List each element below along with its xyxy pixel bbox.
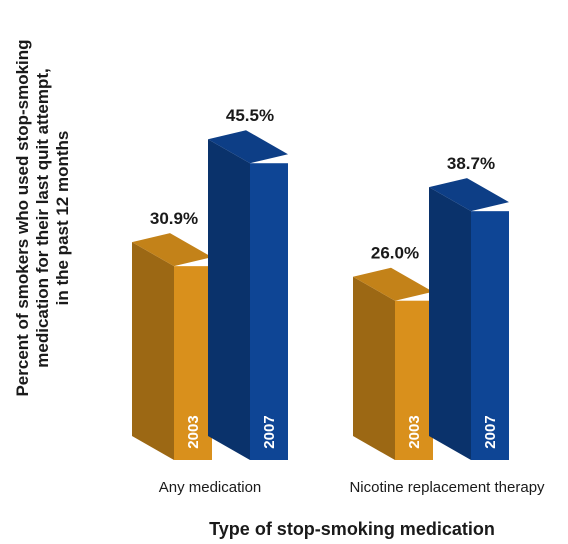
bar-nicotine-replacement-therapy-2007: 2007 38.7% [429,154,509,461]
bar-any-medication-2007: 2007 45.5% [208,106,288,460]
y-axis-label-line-1: Percent of smokers who used stop-smoking [13,39,32,396]
bar-front-face [395,300,433,460]
bar-series-label: 2007 [261,415,278,448]
bar-top-face [132,233,212,267]
bar-value-label: 26.0% [371,244,419,263]
bar-side-face [353,276,395,460]
bar-value-label: 45.5% [226,106,274,125]
category-label-any-medication: Any medication [159,479,262,496]
bar-front-face [471,211,509,460]
bar-value-label: 30.9% [150,209,198,228]
bar-side-face [429,187,471,461]
bar-nicotine-replacement-therapy-2003: 2003 26.0% [353,244,433,460]
bar-series-label: 2003 [406,415,423,448]
bar-series-label: 2007 [482,415,499,448]
y-axis-label-line-3: in the past 12 months [53,131,72,306]
bar-front-face [250,163,288,460]
bar-value-label: 38.7% [447,154,495,173]
bars-layer: 2003 30.9% 2007 45.5% 2003 26.0% 2007 38.7% [132,106,509,461]
bar-top-face [429,178,509,212]
bar-top-face [208,130,288,164]
bar-any-medication-2003: 2003 30.9% [132,209,212,460]
bar-front-face [174,266,212,460]
y-axis-label-line-2: medication for their last quit attempt, [33,68,52,367]
category-label-nicotine-replacement-therapy: Nicotine replacement therapy [349,479,545,496]
x-axis-label: Type of stop-smoking medication [209,519,495,539]
bar-top-face [353,267,433,301]
bar-side-face [208,139,250,460]
bar-series-label: 2003 [185,415,202,448]
bar-side-face [132,242,174,460]
y-axis-label: Percent of smokers who used stop-smoking… [13,39,72,396]
